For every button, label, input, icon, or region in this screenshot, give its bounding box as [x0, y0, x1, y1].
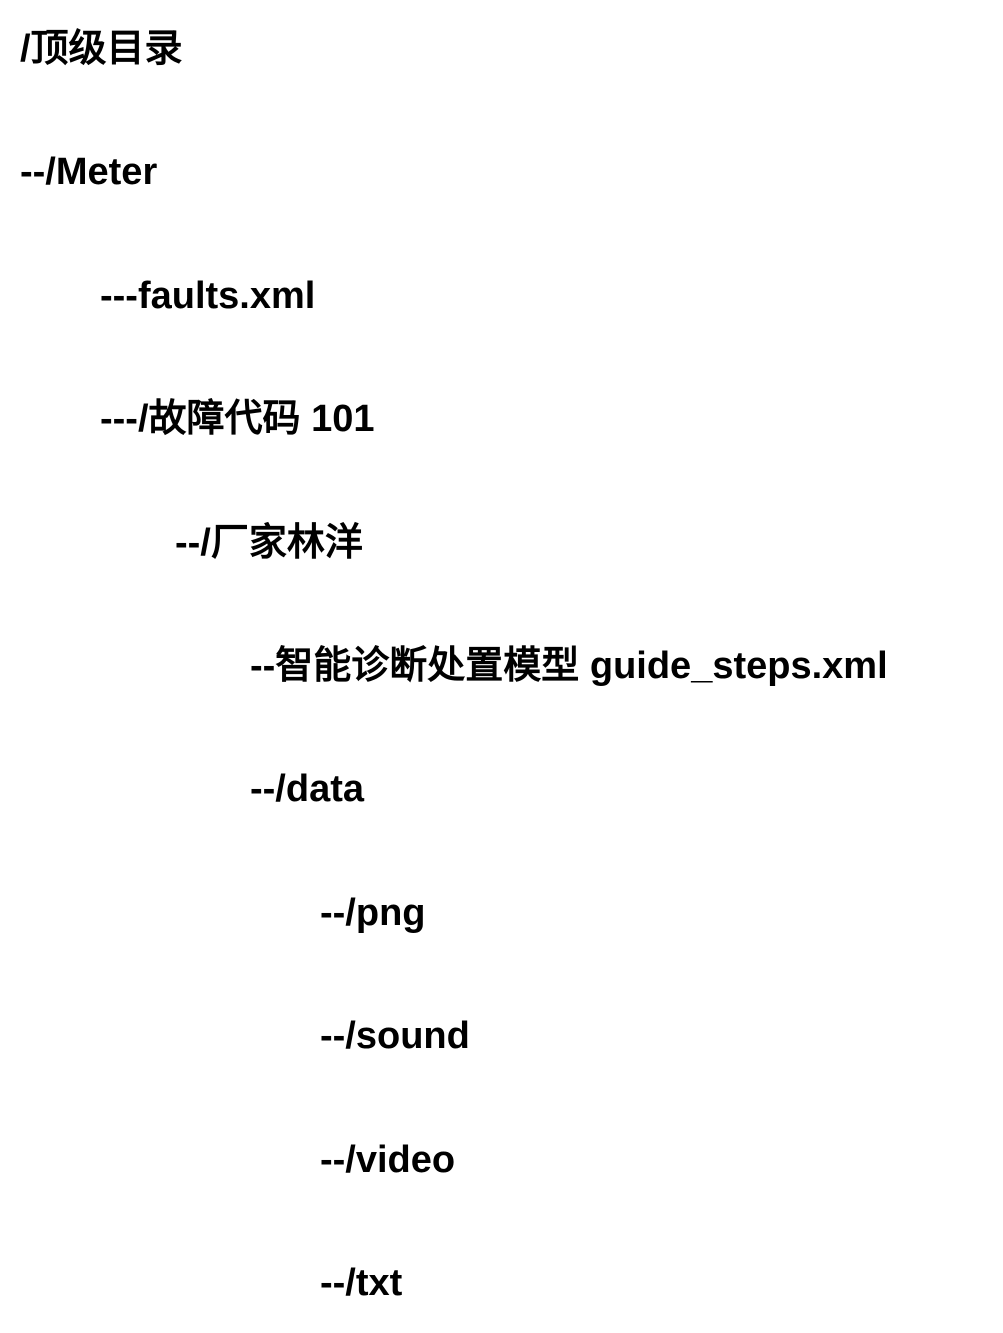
tree-node-png: --/png [320, 889, 983, 938]
tree-node-data: --/data [250, 765, 983, 814]
tree-node-vendor: --/厂家林洋 [175, 519, 983, 568]
tree-node-video: --/video [320, 1136, 983, 1185]
tree-node-txt: --/txt [320, 1259, 983, 1308]
tree-node-sound: --/sound [320, 1012, 983, 1061]
tree-node-code101: ---/故障代码 101 [100, 395, 983, 444]
tree-node-guide: --智能诊断处置模型 guide_steps.xml [250, 642, 983, 691]
tree-node-meter: --/Meter [20, 148, 983, 197]
tree-node-root: /顶级目录 [20, 25, 983, 74]
tree-node-faults: ---faults.xml [100, 272, 983, 321]
directory-tree: /顶级目录 --/Meter ---faults.xml ---/故障代码 10… [20, 25, 983, 1308]
